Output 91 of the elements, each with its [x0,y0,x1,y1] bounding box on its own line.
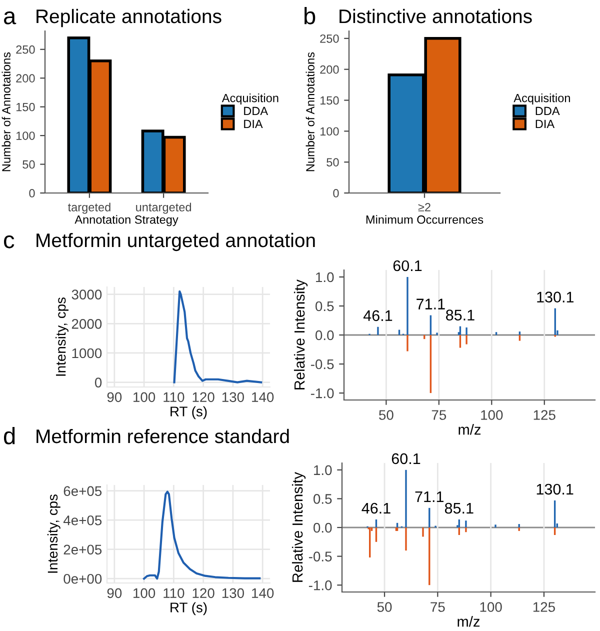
x-tick-label: 50 [379,410,394,420]
annotation: 46.1 [363,310,392,322]
y-tick-label: -1.0 [310,388,334,398]
x-tick-label: 120 [192,392,214,402]
legend-label: DIA [244,120,263,128]
legend-label: DDA [244,106,268,116]
x-tick-label: 110 [164,392,184,402]
y-tick-label: -0.5 [308,552,332,562]
x-tick-label: targeted [68,202,110,214]
y-tick-label: 0.0 [314,522,332,533]
x-axis-title: Minimum Occurrences [366,215,484,224]
y-tick-label: 0.5 [314,494,332,504]
y-tick-label: -0.5 [310,359,334,370]
y-tick-label: 1000 [72,348,102,358]
y-tick-label: -1.0 [308,580,332,590]
x-tick-label: 90 [107,392,122,402]
y-tick-label: 3000 [72,290,102,300]
y-tick-label: 6e+05 [64,486,102,496]
x-tick-label: 120 [192,588,214,598]
x-tick-label: 75 [432,410,446,420]
x-tick-label: 75 [430,602,445,612]
y-axis-title: Number of Annotations [306,52,314,172]
y-axis-title: Intensity, cps [47,494,60,573]
y-tick-label: 0.0 [316,330,334,340]
x-tick-label: 130 [222,392,244,402]
x-axis-title: Annotation Strategy [74,215,178,226]
chart-title: Replicate annotations [36,8,222,28]
legend-title: Acquisition [514,94,570,105]
x-tick-label: 125 [534,410,556,420]
y-tick-label: 0.5 [316,301,334,312]
y-tick-label: 150 [16,102,35,112]
x-tick-label: 50 [377,602,392,612]
y-tick-label: 0 [94,378,102,388]
y-tick-label: 1.0 [316,272,334,282]
x-axis-title: RT (s) [170,406,207,420]
y-tick-label: 50 [326,158,339,166]
y-axis-title: Intensity, cps [56,297,68,376]
x-axis-title: m/z [458,616,480,627]
x-tick-label: untargeted [136,202,192,214]
text: a [4,11,16,24]
y-tick-label: 250 [320,34,339,43]
x-tick-label: 130 [222,588,244,598]
y-tick-label: 1.0 [314,465,332,476]
legend-title: Acquisition [222,94,278,105]
x-tick-label: 100 [134,392,156,402]
x-tick-label: 100 [134,588,156,598]
y-tick-label: 100 [320,127,339,136]
line-series [143,490,261,580]
y-tick-label: 0 [29,189,35,198]
text: b [304,6,316,24]
legend-label: DIA [536,120,555,128]
text: d [4,426,15,444]
annotation: 46.1 [362,502,390,514]
x-tick-label: 90 [107,588,122,598]
y-tick-label: 200 [320,65,339,74]
y-tick-label: 0e+00 [64,574,102,584]
annotation: 71.1 [416,298,445,310]
x-tick-label: 100 [480,602,502,612]
annotation: 85.1 [446,310,474,320]
chart-title: Metformin untargeted annotation [36,232,315,252]
x-tick-label: ≥2 [418,203,430,212]
x-axis-title: RT (s) [170,602,207,616]
chart-title: Metformin reference standard [36,428,289,444]
y-tick-label: 100 [16,132,35,140]
annotation: 85.1 [444,502,474,514]
x-tick-label: 100 [481,410,503,420]
y-tick-label: 150 [320,96,339,105]
legend-label: DDA [536,106,560,116]
x-axis-title: m/z [458,424,481,435]
y-axis-title: Number of Annotations [2,52,10,172]
line-series [173,290,262,384]
x-tick-label: 110 [164,588,184,598]
y-tick-label: 2e+05 [64,544,102,555]
y-tick-label: 0 [333,189,339,198]
y-tick-label: 2000 [72,318,102,329]
y-tick-label: 250 [16,45,35,54]
annotation: 60.1 [393,260,422,272]
annotation: 71.1 [415,491,444,502]
chart-title: Distinctive annotations [340,8,532,24]
y-tick-label: 4e+05 [63,515,102,526]
text: c [4,235,14,248]
y-tick-label: 200 [16,74,35,82]
annotation: 130.1 [536,484,574,495]
y-tick-label: 50 [22,160,35,169]
x-tick-label: 140 [252,588,274,598]
y-axis-title: Relative Intensity [292,472,306,582]
annotation: 60.1 [392,453,420,464]
annotation: 130.1 [537,292,574,303]
x-tick-label: 125 [533,602,555,612]
x-tick-label: 140 [252,392,274,402]
y-axis-title: Relative Intensity [294,280,308,390]
